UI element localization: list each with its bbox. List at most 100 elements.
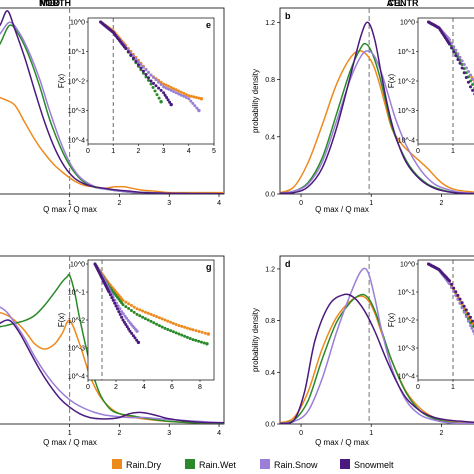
inset-y-tick-label: 10^-1 [398,49,415,56]
inset-y-tick-label: 10^-3 [68,108,85,115]
ccdf-point [159,83,163,86]
ccdf-point [122,320,126,324]
ccdf-point [469,315,472,319]
ccdf-point [157,324,161,328]
ccdf-point [163,326,167,330]
ccdf-point [143,310,147,314]
ccdf-point [197,108,201,113]
ccdf-point [454,293,458,297]
ccdf-point [126,319,130,323]
ccdf-point [147,76,150,80]
inset-y-tick-label: 10^-3 [398,346,415,353]
x-tick-label: 2 [117,200,121,207]
ccdf-point [143,317,147,321]
inset-y-tick-label: 10^-2 [398,318,415,325]
ccdf-point [454,54,458,58]
ccdf-point [460,59,464,63]
ccdf-point [194,338,198,342]
series-line-snowmelt [280,21,474,194]
inset-x-tick-label: 2 [136,148,140,155]
inset-ccdf: 0 2 4 6 8 10^0 10^-1 10^-2 10^-3 10^-4 F(x) g [57,259,215,391]
y-tick-label: 0.4 [265,134,275,141]
ccdf-point [124,323,128,326]
inset-y-label: F(x) [57,313,66,328]
ccdf-point [127,302,131,306]
ccdf-point [155,315,159,319]
ccdf-point [155,322,159,326]
ccdf-point [185,326,189,330]
ccdf-point [133,336,137,340]
ccdf-point [177,92,181,96]
panel-title: MED [40,0,61,8]
ccdf-point [182,94,186,98]
ccdf-point [180,333,184,337]
ccdf-point [191,328,195,332]
y-tick-label: 0.4 [265,370,275,377]
ccdf-point [189,94,193,98]
panel-title: CENTR [388,0,419,8]
series-line-snowmelt [0,319,224,424]
panel-centr: CENTR 0 1 2 0.0 0.4 0.8 1.2 probability density Q… [251,0,474,447]
ccdf-point [149,73,153,77]
ccdf-point [146,311,150,315]
inset-x-tick-label: 1 [111,148,115,155]
ccdf-point [121,298,125,302]
ccdf-point [136,60,140,64]
ccdf-point [464,66,468,70]
inset-points [99,20,204,113]
inset-y-tick-label: 10^-3 [398,108,415,115]
series-line-rain-dry [280,50,474,194]
inset-y-tick-label: 10^-4 [68,138,85,145]
ccdf-point [135,338,139,342]
ccdf-point [117,310,121,314]
ccdf-point [448,279,451,283]
ccdf-point [464,76,468,79]
ccdf-point [206,332,211,336]
ccdf-point [138,314,142,318]
ccdf-point [466,319,470,323]
y-tick-label: 1.2 [265,266,275,273]
ccdf-point [163,93,167,97]
ccdf-point [157,316,161,320]
ccdf-point [136,340,141,345]
ccdf-point [121,318,125,322]
ccdf-point [460,66,464,70]
ccdf-point [118,312,122,316]
legend-swatch [112,459,122,469]
ccdf-point [152,81,155,85]
inset-y-tick-label: 10^0 [70,20,85,27]
plot-frame [279,255,474,425]
ccdf-point [126,50,130,54]
inset-y-tick-label: 10^-4 [68,374,85,381]
ccdf-point [149,82,153,86]
ccdf-point [141,69,145,73]
legend-label: Rain.Snow [274,460,318,470]
ccdf-point [177,332,181,336]
plot-frame [0,255,225,425]
series-lines [280,21,474,194]
ccdf-point [194,329,198,333]
ccdf-point [149,319,153,323]
inset-x-tick-label: 0 [86,384,90,391]
ccdf-point [130,331,134,335]
ccdf-point [159,88,163,92]
ccdf-point [157,80,161,84]
ccdf-point [471,329,474,333]
inset-x-tick-label: 4 [142,384,146,391]
ccdf-point [164,86,168,90]
ccdf-point [165,96,169,99]
series-line-rain-snow [0,306,224,424]
ccdf-point [169,88,173,92]
inset-x-tick-label: 3 [162,148,166,155]
ccdf-point [197,339,201,343]
inset-y-tick-label: 10^-3 [68,346,85,353]
ccdf-point [136,63,140,67]
ccdf-point [141,65,145,69]
ccdf-point [115,307,119,311]
panel-atl: ATL 0 1 2 0.0 0.4 0.8 1.2 probability density Q m… [251,0,474,214]
ccdf-point [456,52,460,56]
x-tick-label: 1 [369,200,373,207]
legend-swatch [185,459,195,469]
panel-letter: b [285,11,291,21]
ccdf-point [171,321,175,325]
